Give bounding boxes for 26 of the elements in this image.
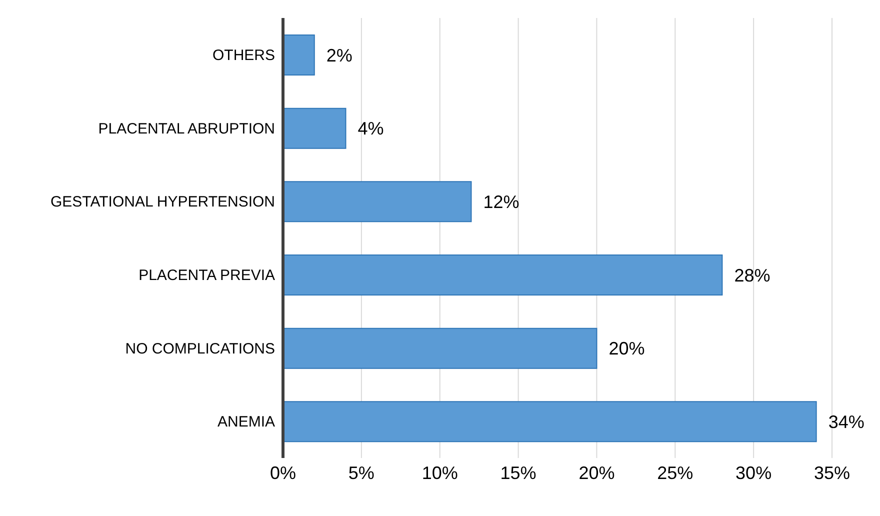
data-label: 20% <box>608 338 645 359</box>
bar <box>283 34 315 76</box>
data-label: 34% <box>828 412 864 432</box>
x-tick-label: 30% <box>736 462 772 483</box>
y-tick-label: PLACENTA PREVIA <box>138 266 275 284</box>
y-tick-label: OTHERS <box>212 46 275 64</box>
y-tick-label: ANEMIA <box>217 414 275 431</box>
x-tick-label: 15% <box>500 462 536 483</box>
bar <box>283 401 817 442</box>
x-tick-label: 35% <box>814 462 850 483</box>
data-label: 4% <box>358 118 384 139</box>
bar <box>283 181 472 222</box>
x-tick-label: 5% <box>348 462 374 483</box>
x-tick-label: 0% <box>270 462 296 483</box>
bar <box>283 108 346 149</box>
y-tick-label: PLACENTAL ABRUPTION <box>98 120 275 138</box>
data-label: 28% <box>734 265 770 286</box>
x-tick-label: 10% <box>422 462 458 483</box>
bar <box>283 254 723 296</box>
x-tick-label: 20% <box>578 462 615 483</box>
bar <box>283 328 598 369</box>
data-label: 2% <box>326 45 352 66</box>
y-tick-label: NO COMPLICATIONS <box>125 340 275 358</box>
data-label: 12% <box>483 192 520 212</box>
x-tick-label: 25% <box>657 462 694 483</box>
y-tick-label: GESTATIONAL HYPERTENSION <box>50 194 275 211</box>
